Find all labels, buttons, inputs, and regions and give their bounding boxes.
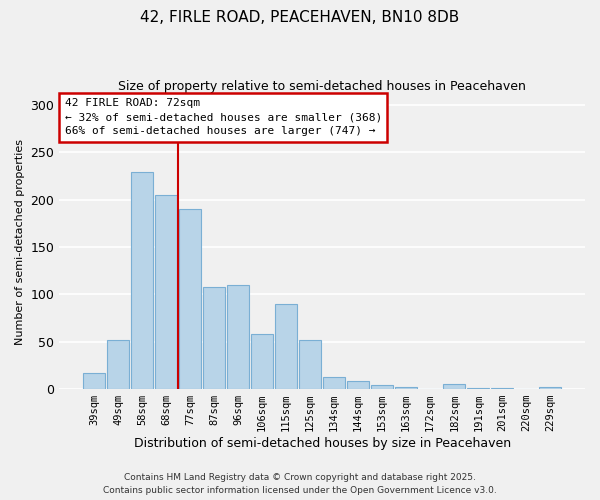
- Bar: [227, 285, 249, 389]
- Bar: [539, 387, 561, 389]
- Text: 42, FIRLE ROAD, PEACEHAVEN, BN10 8DB: 42, FIRLE ROAD, PEACEHAVEN, BN10 8DB: [140, 10, 460, 25]
- Bar: [275, 304, 297, 389]
- Text: Contains HM Land Registry data © Crown copyright and database right 2025.
Contai: Contains HM Land Registry data © Crown c…: [103, 473, 497, 495]
- Bar: [251, 334, 273, 389]
- Bar: [491, 388, 513, 389]
- Bar: [83, 373, 105, 389]
- Bar: [299, 340, 321, 389]
- Bar: [467, 388, 489, 389]
- Bar: [347, 380, 369, 389]
- Bar: [371, 386, 393, 389]
- Bar: [107, 340, 129, 389]
- Bar: [155, 195, 177, 389]
- Bar: [179, 209, 201, 389]
- Bar: [203, 287, 225, 389]
- Bar: [131, 172, 153, 389]
- Bar: [323, 377, 345, 389]
- Bar: [443, 384, 465, 389]
- X-axis label: Distribution of semi-detached houses by size in Peacehaven: Distribution of semi-detached houses by …: [134, 437, 511, 450]
- Y-axis label: Number of semi-detached properties: Number of semi-detached properties: [15, 140, 25, 346]
- Text: 42 FIRLE ROAD: 72sqm
← 32% of semi-detached houses are smaller (368)
66% of semi: 42 FIRLE ROAD: 72sqm ← 32% of semi-detac…: [65, 98, 382, 136]
- Title: Size of property relative to semi-detached houses in Peacehaven: Size of property relative to semi-detach…: [118, 80, 526, 93]
- Bar: [395, 387, 417, 389]
